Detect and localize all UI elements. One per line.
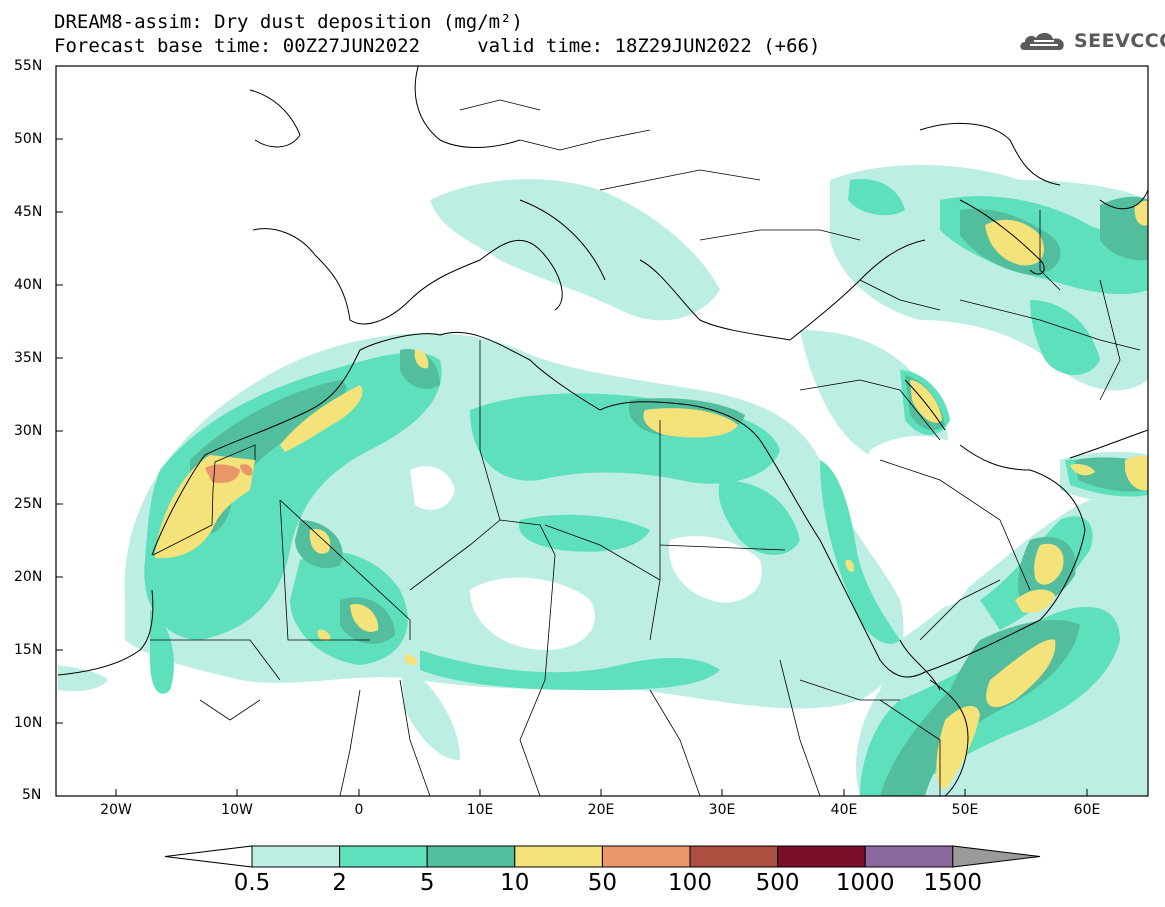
lon-label: 10W: [221, 802, 253, 818]
lat-label: 35N: [14, 350, 43, 366]
colorbar-label: 1500: [923, 870, 983, 896]
country-borders: [150, 99, 1141, 796]
lat-label: 10N: [14, 715, 43, 731]
lat-label: 20N: [14, 569, 43, 585]
colorbar-swatch: [514, 845, 603, 868]
lat-label: 55N: [14, 58, 43, 74]
lon-label: 40E: [830, 802, 858, 818]
lon-label: 10E: [466, 802, 494, 818]
colorbar-label: 0.5: [233, 870, 271, 896]
axis-ticks: [56, 65, 1088, 796]
colorbar-under-arrow: [164, 845, 253, 868]
colorbar-swatch: [601, 845, 691, 868]
lon-label: 20E: [587, 802, 615, 818]
colorbar-label: 5: [419, 870, 435, 896]
colorbar-swatch: [251, 845, 341, 868]
lat-label: 40N: [14, 277, 43, 293]
colorbar-label: 10: [500, 870, 530, 896]
coastlines: [57, 66, 1148, 796]
lon-label: 30E: [708, 802, 736, 818]
colorbar-swatch: [339, 845, 428, 868]
logo-text: SEEVCCC: [1074, 30, 1165, 52]
title-line-2: Forecast base time: 00Z27JUN2022 valid t…: [54, 35, 821, 57]
lon-label: 50E: [951, 802, 979, 818]
colorbar-swatch: [689, 845, 779, 868]
colorbar-label: 50: [587, 870, 618, 896]
colorbar-swatches: [251, 845, 954, 868]
lon-label: 60E: [1073, 802, 1101, 818]
colorbar-swatch: [426, 845, 516, 868]
lon-label: 20W: [100, 802, 132, 818]
lat-label: 5N: [22, 787, 42, 803]
colorbar-swatch: [864, 845, 954, 868]
cloud-icon: [1020, 32, 1064, 50]
lat-label: 15N: [14, 642, 43, 658]
colorbar-swatch: [777, 845, 866, 868]
colorbar-label: 1000: [835, 870, 895, 896]
seevccc-logo: SEEVCCC: [1018, 26, 1165, 56]
lat-label: 45N: [14, 204, 43, 220]
colorbar-over-arrow: [952, 845, 1041, 868]
lat-label: 50N: [14, 131, 43, 147]
colorbar-label: 500: [755, 870, 800, 896]
colorbar-label: 2: [332, 870, 347, 896]
colorbar-label: 100: [668, 870, 712, 896]
clear-areas: [410, 436, 991, 650]
title-line-1: DREAM8-assim: Dry dust deposition (mg/m²…: [54, 11, 523, 33]
lat-label: 30N: [14, 423, 43, 439]
lon-label: 0: [354, 802, 364, 818]
lat-label: 25N: [14, 496, 43, 512]
